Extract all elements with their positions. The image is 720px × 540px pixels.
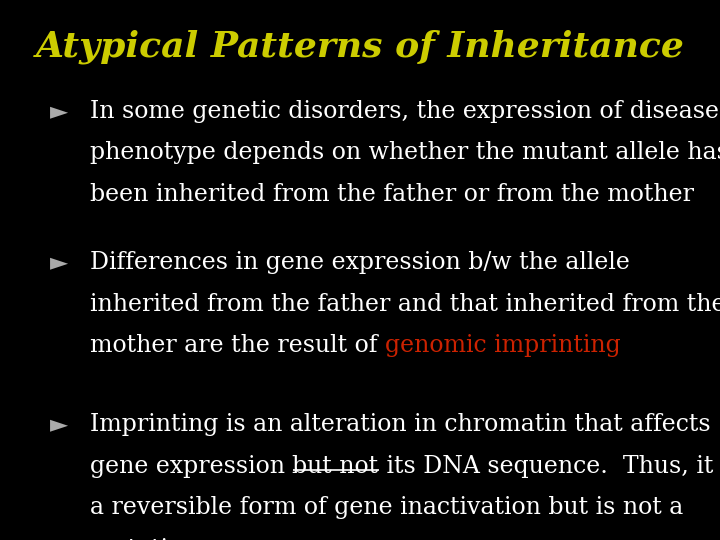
Text: ►: ►	[50, 251, 68, 274]
Text: its DNA sequence.  Thus, it is: its DNA sequence. Thus, it is	[379, 455, 720, 478]
Text: been inherited from the father or from the mother: been inherited from the father or from t…	[90, 183, 694, 206]
Text: In some genetic disorders, the expression of disease: In some genetic disorders, the expressio…	[90, 100, 719, 123]
Text: but not: but not	[292, 455, 379, 478]
Text: genomic imprinting: genomic imprinting	[385, 334, 621, 357]
Text: mutation: mutation	[90, 538, 197, 540]
Text: a reversible form of gene inactivation but is not a: a reversible form of gene inactivation b…	[90, 496, 683, 519]
Text: Imprinting is an alteration in chromatin that affects: Imprinting is an alteration in chromatin…	[90, 413, 711, 436]
Text: ►: ►	[50, 100, 68, 123]
Text: gene expression: gene expression	[90, 455, 292, 478]
Text: Atypical Patterns of Inheritance: Atypical Patterns of Inheritance	[35, 30, 685, 64]
Text: inherited from the father and that inherited from the: inherited from the father and that inher…	[90, 293, 720, 316]
Text: mother are the result of: mother are the result of	[90, 334, 385, 357]
Text: ►: ►	[50, 413, 68, 436]
Text: phenotype depends on whether the mutant allele has: phenotype depends on whether the mutant …	[90, 141, 720, 165]
Text: Differences in gene expression b/w the allele: Differences in gene expression b/w the a…	[90, 251, 630, 274]
